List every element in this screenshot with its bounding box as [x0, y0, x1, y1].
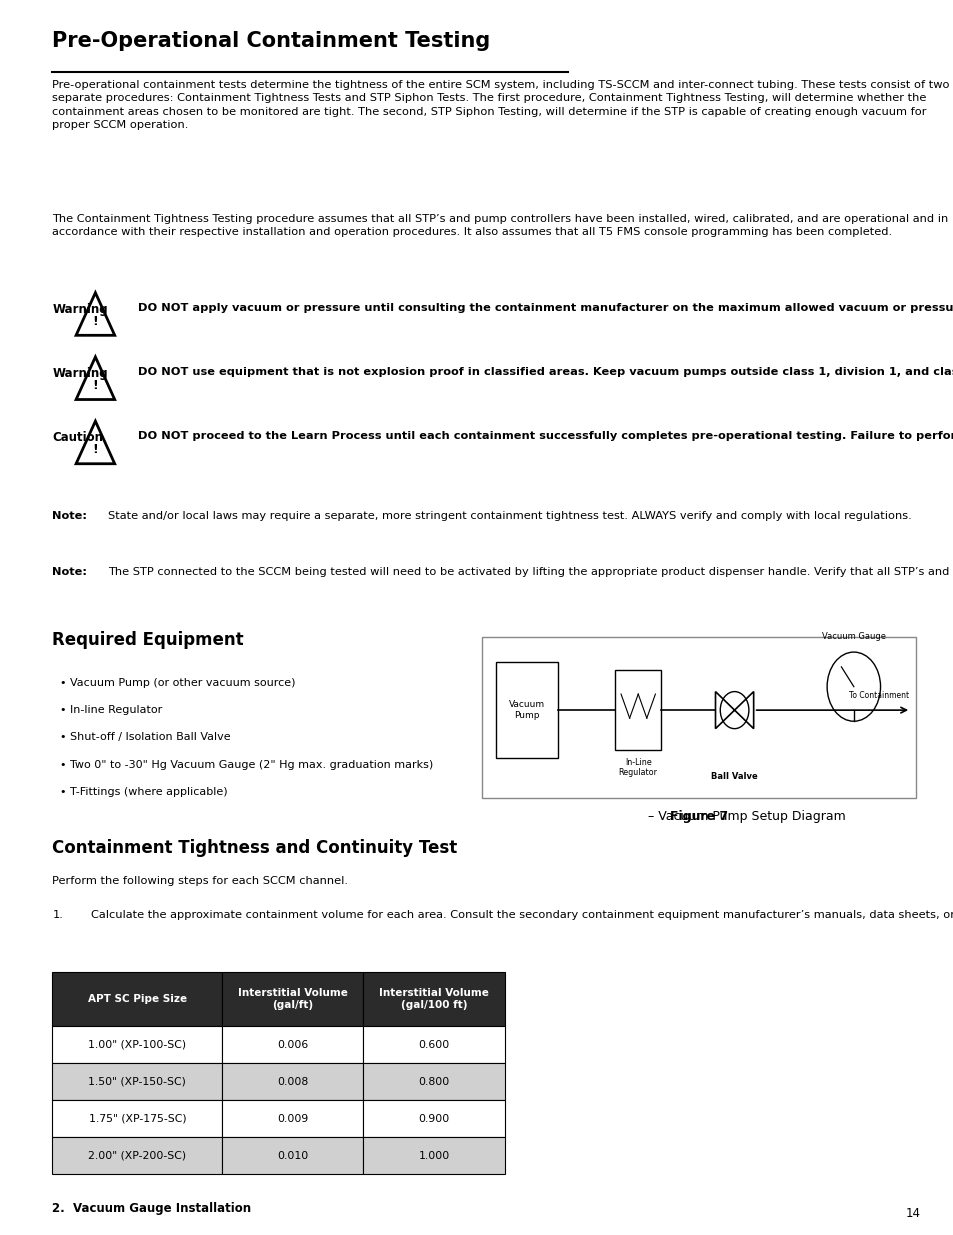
Bar: [363, 1100, 504, 1137]
Text: State and/or local laws may require a separate, more stringent containment tight: State and/or local laws may require a se…: [108, 511, 911, 521]
Text: Required Equipment: Required Equipment: [52, 631, 244, 650]
Text: DO NOT proceed to the Learn Process until each containment successfully complete: DO NOT proceed to the Learn Process unti…: [138, 431, 953, 441]
Text: Warning: Warning: [52, 367, 108, 380]
Text: The STP connected to the SCCM being tested will need to be activated by lifting : The STP connected to the SCCM being test…: [108, 567, 953, 577]
Text: • Two 0" to -30" Hg Vacuum Gauge (2" Hg max. graduation marks): • Two 0" to -30" Hg Vacuum Gauge (2" Hg …: [60, 760, 433, 769]
Text: Ball Valve: Ball Valve: [710, 772, 758, 781]
Text: 1.75" (XP-175-SC): 1.75" (XP-175-SC): [89, 1114, 186, 1124]
Text: 1.: 1.: [52, 910, 63, 920]
Bar: [222, 1137, 363, 1174]
Text: 2.  Vacuum Gauge Installation: 2. Vacuum Gauge Installation: [52, 1202, 252, 1215]
Bar: [363, 1026, 504, 1063]
Bar: [52, 972, 222, 1026]
Text: Containment Tightness and Continuity Test: Containment Tightness and Continuity Tes…: [52, 839, 457, 857]
Text: 0.010: 0.010: [277, 1151, 308, 1161]
Bar: [222, 1063, 363, 1100]
Text: 0.008: 0.008: [277, 1077, 308, 1087]
Text: • In-line Regulator: • In-line Regulator: [60, 705, 162, 715]
Text: Perform the following steps for each SCCM channel.: Perform the following steps for each SCC…: [52, 876, 348, 885]
Text: Note:: Note:: [52, 567, 88, 577]
Bar: [222, 972, 363, 1026]
Text: 1.00" (XP-100-SC): 1.00" (XP-100-SC): [89, 1040, 186, 1050]
Text: Pre-Operational Containment Testing: Pre-Operational Containment Testing: [52, 31, 490, 51]
Text: !: !: [92, 315, 98, 327]
Text: 0.009: 0.009: [277, 1114, 308, 1124]
Bar: [481, 637, 915, 798]
Bar: [363, 1063, 504, 1100]
Text: 0.800: 0.800: [418, 1077, 449, 1087]
Text: • Vacuum Pump (or other vacuum source): • Vacuum Pump (or other vacuum source): [60, 678, 295, 688]
Text: Caution: Caution: [52, 431, 103, 445]
Text: Figure 7: Figure 7: [669, 810, 727, 824]
Text: Warning: Warning: [52, 303, 108, 316]
Bar: [363, 972, 504, 1026]
Bar: [222, 1100, 363, 1137]
Text: Interstitial Volume
(gal/ft): Interstitial Volume (gal/ft): [237, 988, 348, 1010]
Text: • Shut-off / Isolation Ball Valve: • Shut-off / Isolation Ball Valve: [60, 732, 231, 742]
Text: 14: 14: [904, 1207, 920, 1220]
Text: 0.600: 0.600: [418, 1040, 449, 1050]
Text: Vacuum Gauge: Vacuum Gauge: [821, 632, 885, 641]
Text: 0.900: 0.900: [418, 1114, 449, 1124]
Bar: [52, 1026, 222, 1063]
Bar: [363, 1137, 504, 1174]
Text: 1.50" (XP-150-SC): 1.50" (XP-150-SC): [89, 1077, 186, 1087]
Bar: [615, 671, 660, 751]
Bar: [52, 1100, 222, 1137]
Bar: [52, 1137, 222, 1174]
Text: 1.000: 1.000: [418, 1151, 449, 1161]
Circle shape: [826, 652, 880, 721]
Text: !: !: [92, 379, 98, 391]
Bar: [222, 1026, 363, 1063]
Text: To Containment: To Containment: [848, 692, 908, 700]
Bar: [52, 1063, 222, 1100]
Text: 0.006: 0.006: [277, 1040, 308, 1050]
Text: Pre-operational containment tests determine the tightness of the entire SCM syst: Pre-operational containment tests determ…: [52, 80, 949, 130]
Text: • T-Fittings (where applicable): • T-Fittings (where applicable): [60, 787, 228, 797]
Text: DO NOT use equipment that is not explosion proof in classified areas. Keep vacuu: DO NOT use equipment that is not explosi…: [138, 367, 953, 377]
Text: In-Line
Regulator: In-Line Regulator: [618, 758, 657, 777]
Text: The Containment Tightness Testing procedure assumes that all STP’s and pump cont: The Containment Tightness Testing proced…: [52, 214, 947, 237]
Text: Calculate the approximate containment volume for each area. Consult the secondar: Calculate the approximate containment vo…: [91, 910, 953, 920]
Text: DO NOT apply vacuum or pressure until consulting the containment manufacturer on: DO NOT apply vacuum or pressure until co…: [138, 303, 953, 312]
Bar: [496, 662, 558, 758]
Text: 2.00" (XP-200-SC): 2.00" (XP-200-SC): [89, 1151, 186, 1161]
Text: Vacuum
Pump: Vacuum Pump: [509, 700, 544, 720]
Text: !: !: [92, 443, 98, 456]
Text: Interstitial Volume
(gal/100 ft): Interstitial Volume (gal/100 ft): [378, 988, 489, 1010]
Text: APT SC Pipe Size: APT SC Pipe Size: [88, 994, 187, 1004]
Text: – Vacuum Pump Setup Diagram: – Vacuum Pump Setup Diagram: [643, 810, 844, 824]
Text: Note:: Note:: [52, 511, 88, 521]
